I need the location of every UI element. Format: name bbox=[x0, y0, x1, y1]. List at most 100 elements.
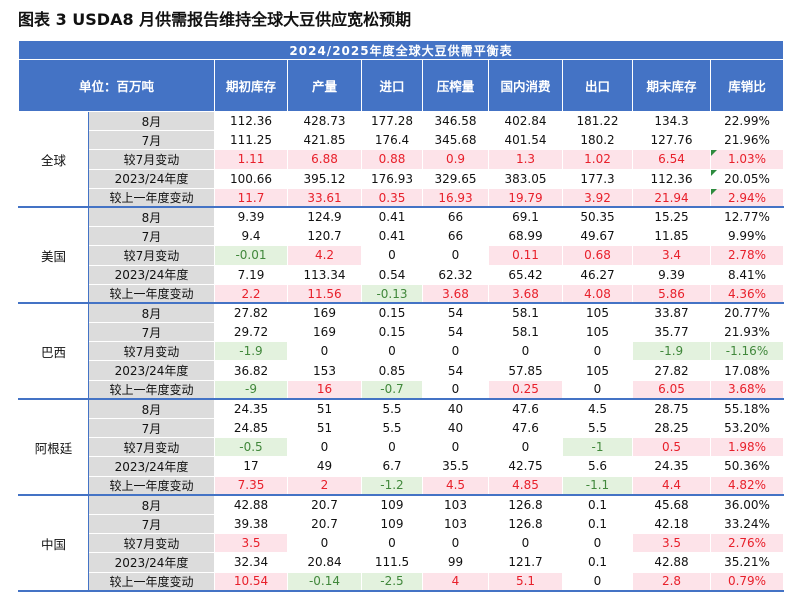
table-row: 较上一年度变动 7.35 2 -1.2 4.5 4.85 -1.1 4.4 4.82% bbox=[19, 475, 784, 497]
table-row: 中国 8月 42.88 20.7 109 103 126.8 0.1 45.68 36.00% bbox=[18, 494, 784, 592]
data-cell: 28.75 bbox=[632, 398, 711, 420]
data-cell: 0.41 bbox=[361, 206, 423, 228]
data-cell: 1.3 bbox=[488, 149, 563, 170]
data-cell: 2.8 bbox=[632, 571, 711, 592]
data-cell: 36.82 bbox=[214, 360, 288, 381]
data-cell: 21.94 bbox=[632, 187, 711, 209]
data-cell: 11.7 bbox=[214, 187, 288, 209]
data-cell: 5.1 bbox=[488, 571, 563, 592]
data-cell: 11.85 bbox=[632, 226, 711, 247]
data-cell: 111.25 bbox=[214, 130, 288, 151]
soybean-balance-table: 2024/2025年度全球大豆供需平衡表 单位：百万吨 期初库存 产量 进口 压榨量 国内消… bbox=[18, 40, 784, 592]
data-cell: 1.11 bbox=[214, 149, 288, 170]
data-cell: 0 bbox=[562, 379, 633, 401]
data-cell: 0 bbox=[422, 245, 489, 266]
data-cell: -0.7 bbox=[361, 379, 423, 401]
data-cell: 0.15 bbox=[361, 322, 423, 343]
table-row: 较上一年度变动 10.54 -0.14 -2.5 4 5.1 0 2.8 0.79% bbox=[19, 571, 784, 592]
row-label: 7月 bbox=[88, 130, 215, 151]
row-label: 较上一年度变动 bbox=[88, 571, 215, 592]
column-header: 进口 bbox=[361, 59, 423, 112]
row-label: 较7月变动 bbox=[88, 437, 215, 458]
data-cell: 0.79% bbox=[710, 571, 784, 592]
data-cell: 177.3 bbox=[562, 168, 633, 189]
table-row: 2023/24年度 36.82 153 0.85 54 57.85 105 27.82 17.0… bbox=[19, 360, 784, 381]
data-cell: 6.7 bbox=[361, 456, 423, 477]
data-cell: 8.41% bbox=[710, 264, 784, 285]
data-cell: 5.86 bbox=[632, 283, 711, 305]
row-label: 较7月变动 bbox=[88, 341, 215, 362]
data-cell: 395.12 bbox=[287, 168, 362, 189]
data-cell: 0 bbox=[422, 341, 489, 362]
row-label: 2023/24年度 bbox=[88, 456, 215, 477]
row-label: 较上一年度变动 bbox=[88, 475, 215, 497]
data-cell: 181.22 bbox=[562, 110, 633, 132]
data-cell: 66 bbox=[422, 226, 489, 247]
row-label: 8月 bbox=[88, 302, 215, 324]
data-cell: 33.61 bbox=[287, 187, 362, 209]
data-cell: 42.88 bbox=[214, 494, 288, 515]
data-cell: 1.03% bbox=[710, 149, 784, 170]
data-cell: 402.84 bbox=[488, 110, 563, 132]
data-cell: 112.36 bbox=[632, 168, 711, 189]
data-cell: 4.08 bbox=[562, 283, 633, 305]
data-cell: 58.1 bbox=[488, 302, 563, 324]
data-cell: 0.88 bbox=[361, 149, 423, 170]
data-cell: 50.36% bbox=[710, 456, 784, 477]
row-label: 8月 bbox=[88, 206, 215, 228]
data-cell: 0 bbox=[562, 341, 633, 362]
data-cell: 54 bbox=[422, 302, 489, 324]
row-label: 较上一年度变动 bbox=[88, 379, 215, 401]
table-row: 较上一年度变动 11.7 33.61 0.35 16.93 19.79 3.92 21.94 2… bbox=[19, 187, 784, 209]
data-cell: 126.8 bbox=[488, 513, 563, 535]
data-cell: 7.19 bbox=[214, 264, 288, 285]
data-cell: 0 bbox=[287, 533, 362, 554]
data-cell: 3.5 bbox=[214, 533, 288, 554]
data-cell: 17.08% bbox=[710, 360, 784, 381]
table-row: 较7月变动 -0.5 0 0 0 0 -1 0.5 1.98% bbox=[19, 437, 784, 458]
data-cell: 105 bbox=[562, 322, 633, 343]
data-cell: 4.5 bbox=[562, 398, 633, 420]
data-cell: 20.84 bbox=[287, 552, 362, 573]
row-label: 较上一年度变动 bbox=[88, 187, 215, 209]
data-cell: 19.79 bbox=[488, 187, 563, 209]
table-row: 较7月变动 -1.9 0 0 0 0 0 -1.9 -1.16% bbox=[19, 341, 784, 362]
header-row: 单位：百万吨 期初库存 产量 进口 压榨量 国内消费 出口 期末库存 库销比 bbox=[18, 59, 784, 112]
data-cell: 0.15 bbox=[361, 302, 423, 324]
data-cell: 4.82% bbox=[710, 475, 784, 497]
data-cell: 39.38 bbox=[214, 513, 288, 535]
data-cell: 20.05% bbox=[710, 168, 784, 189]
data-cell: 111.5 bbox=[361, 552, 423, 573]
row-label: 7月 bbox=[88, 417, 215, 439]
data-cell: 4.4 bbox=[632, 475, 711, 497]
data-cell: 1.02 bbox=[562, 149, 633, 170]
data-cell: 0.9 bbox=[422, 149, 489, 170]
column-header: 期初库存 bbox=[214, 59, 288, 112]
data-cell: 16.93 bbox=[422, 187, 489, 209]
data-cell: 346.58 bbox=[422, 110, 489, 132]
data-cell: 33.87 bbox=[632, 302, 711, 324]
data-cell: 180.2 bbox=[562, 130, 633, 151]
data-cell: 0.1 bbox=[562, 552, 633, 573]
row-label: 2023/24年度 bbox=[88, 552, 215, 573]
data-cell: 0.68 bbox=[562, 245, 633, 266]
data-cell: 100.66 bbox=[214, 168, 288, 189]
data-cell: 9.99% bbox=[710, 226, 784, 247]
data-cell: 24.35 bbox=[632, 456, 711, 477]
data-cell: 0.35 bbox=[361, 187, 423, 209]
data-cell: 109 bbox=[361, 513, 423, 535]
data-cell: 0 bbox=[361, 533, 423, 554]
data-cell: 6.05 bbox=[632, 379, 711, 401]
data-cell: -1.9 bbox=[632, 341, 711, 362]
data-cell: 28.25 bbox=[632, 417, 711, 439]
data-cell: 3.68 bbox=[422, 283, 489, 305]
data-cell: 345.68 bbox=[422, 130, 489, 151]
data-cell: 21.96% bbox=[710, 130, 784, 151]
figure-title: 图表 3 USDA8 月供需报告维持全球大豆供应宽松预期 bbox=[18, 10, 412, 29]
data-cell: 3.68% bbox=[710, 379, 784, 401]
data-cell: -0.13 bbox=[361, 283, 423, 305]
data-cell: 0 bbox=[361, 341, 423, 362]
data-cell: 4.85 bbox=[488, 475, 563, 497]
data-cell: 0.1 bbox=[562, 513, 633, 535]
region-label: 美国 bbox=[18, 206, 89, 305]
